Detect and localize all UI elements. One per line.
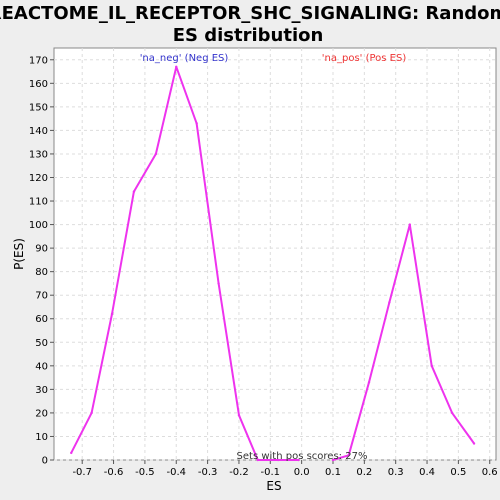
y-tick-label: 120 — [29, 173, 48, 184]
x-tick-label: 0.4 — [419, 467, 435, 478]
y-tick-label: 140 — [29, 126, 48, 137]
series-group — [70, 65, 476, 462]
y-tick-label: 170 — [29, 55, 48, 66]
x-tick-label: -0.6 — [104, 467, 124, 478]
x-tick-label: 0.1 — [325, 467, 341, 478]
data-point — [276, 458, 280, 462]
y-tick-label: 20 — [35, 408, 48, 419]
x-tick-label: 0.2 — [356, 467, 372, 478]
data-point — [195, 122, 198, 125]
data-point — [237, 414, 241, 417]
data-point — [450, 411, 454, 415]
x-axis-label: ES — [266, 479, 281, 493]
x-tick-label: 0.0 — [294, 467, 310, 478]
y-tick-label: 160 — [29, 79, 48, 90]
series-line-neg — [70, 65, 299, 461]
legend-pos: 'na_pos' (Pos ES) — [322, 53, 407, 64]
y-tick-label: 50 — [35, 338, 48, 349]
gridlines — [54, 48, 496, 461]
x-tick-label: 0.5 — [450, 467, 466, 478]
legend-neg: 'na_neg' (Neg ES) — [140, 53, 229, 64]
data-point — [70, 451, 73, 455]
data-point — [347, 454, 350, 457]
data-point — [472, 442, 476, 445]
y-tick-label: 60 — [35, 314, 48, 325]
y-tick-label: 0 — [42, 456, 48, 467]
data-point — [90, 411, 93, 415]
data-point — [110, 312, 114, 316]
data-point — [408, 223, 411, 226]
y-tick-label: 70 — [35, 291, 48, 302]
x-tick-label: -0.5 — [135, 467, 155, 478]
y-tick-label: 30 — [35, 385, 48, 396]
data-point — [256, 458, 259, 462]
data-point — [388, 301, 391, 304]
y-tick-label: 150 — [29, 102, 48, 113]
data-point — [367, 381, 371, 384]
data-point — [175, 65, 178, 69]
y-tick-label: 80 — [35, 267, 48, 278]
data-point — [297, 458, 300, 462]
y-axis: 0 10 20 30 40 50 60 70 80 90 100 110 120 130 140 150 160… — [29, 55, 54, 467]
x-tick-label: -0.7 — [72, 467, 92, 478]
data-point — [331, 458, 335, 462]
x-tick-label: -0.3 — [198, 467, 218, 478]
plot-area — [53, 47, 497, 461]
y-tick-label: 10 — [35, 432, 48, 443]
data-point — [132, 190, 136, 193]
data-point — [217, 282, 220, 285]
x-axis: -0.7 -0.6 -0.5 -0.4 -0.3 -0.2 -0.1 0.0 0.1 0.2 0.3… — [72, 460, 498, 478]
x-tick-label: 0.3 — [388, 467, 404, 478]
y-tick-label: 90 — [35, 244, 48, 255]
series-line-pos — [332, 223, 475, 461]
x-tick-label: 0.6 — [482, 467, 498, 478]
y-tick-label: 110 — [29, 197, 48, 208]
data-point — [154, 152, 158, 156]
y-tick-label: 100 — [29, 220, 48, 231]
data-point — [430, 364, 433, 368]
chart-title-line-1: REACTOME_IL_RECEPTOR_SHC_SIGNALING: Rand… — [0, 3, 500, 24]
chart-title-line-2: ES distribution — [173, 25, 324, 46]
y-axis-label: P(ES) — [12, 238, 26, 270]
y-tick-label: 130 — [29, 149, 48, 160]
x-tick-label: -0.4 — [166, 467, 186, 478]
y-tick-label: 40 — [35, 361, 48, 372]
x-tick-label: -0.1 — [261, 467, 281, 478]
pos-score-annotation: Sets with pos scores: 27% — [237, 451, 368, 462]
x-tick-label: -0.2 — [229, 467, 249, 478]
